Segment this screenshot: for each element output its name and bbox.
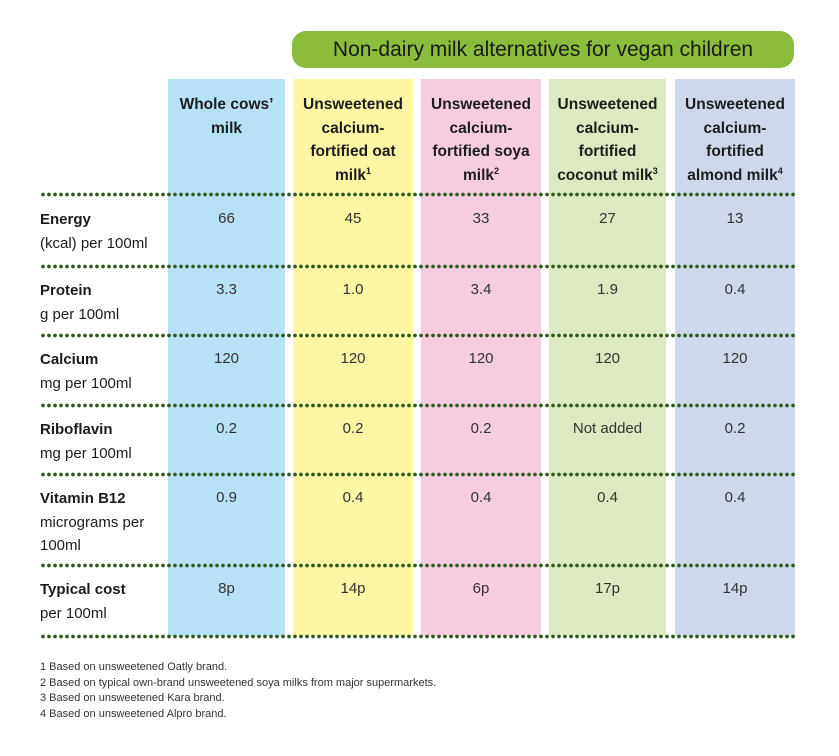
dotted-row-divider — [40, 333, 795, 338]
table-cell: 0.9 — [216, 489, 237, 506]
column-header-line: Whole cows’ — [179, 96, 274, 113]
column-background-oat — [293, 79, 413, 636]
column-header-coconut: Unsweetened calcium-fortified coconut milk… — [549, 93, 666, 187]
footnote-2: 2 Based on typical own-brand unsweetened… — [40, 676, 437, 689]
table-cell: 120 — [468, 350, 494, 367]
table-cell: 3.3 — [216, 281, 237, 298]
row-name: Calcium — [40, 351, 99, 368]
table-title-banner: Non-dairy milk alternatives for vegan ch… — [292, 31, 794, 68]
column-header-line: fortified — [706, 143, 764, 160]
table-cell: 27 — [599, 210, 616, 227]
dotted-row-divider — [40, 192, 795, 197]
row-label: Energy (kcal) per 100ml — [40, 208, 165, 255]
row-name: Riboflavin — [40, 421, 113, 438]
dotted-row-divider — [40, 563, 795, 568]
table-cell: 0.4 — [724, 281, 746, 298]
row-name: Energy — [40, 211, 91, 228]
table-cell: 0.2 — [724, 420, 746, 437]
row-label: Protein g per 100ml — [40, 279, 165, 326]
table-cell: 0.4 — [342, 489, 364, 506]
row-name: Protein — [40, 282, 92, 299]
row-name: Typical cost — [40, 581, 126, 598]
column-header-line: milk — [210, 119, 242, 137]
table-cell: 45 — [344, 210, 362, 227]
row-unit: (kcal) per 100ml — [40, 234, 148, 252]
column-header-line: calcium- — [321, 119, 385, 137]
table-cell: 1.0 — [342, 281, 364, 298]
column-header-cow: Whole cows’ milk — [168, 93, 285, 140]
footnote-marker: 2 — [494, 165, 500, 176]
column-header-soya: Unsweetened calcium-fortified soya milk2 — [421, 93, 541, 187]
table-cell: 14p — [340, 580, 366, 597]
footnote-1: 1 Based on unsweetened Oatly brand. — [40, 661, 228, 673]
footnote-4: 4 Based on unsweetened Alpro brand. — [40, 707, 227, 720]
column-header-line: milk2 — [462, 165, 500, 184]
column-header-line: calcium- — [576, 119, 639, 137]
dotted-row-divider — [40, 264, 795, 269]
column-background-soya — [421, 79, 541, 636]
column-header-line: fortified soya — [432, 143, 530, 160]
table-cell: 17p — [594, 580, 621, 597]
footnotes: 1 Based on unsweetened Oatly brand. 2 Ba… — [40, 660, 436, 722]
footnote-3: 3 Based on unsweetened Kara brand. — [40, 692, 225, 704]
table-cell: 0.4 — [724, 489, 746, 506]
table-cell: 1.9 — [597, 281, 618, 298]
row-unit: per 100ml — [40, 604, 107, 622]
table-cell: 3.4 — [470, 281, 492, 298]
table-cell: 120 — [594, 350, 621, 367]
column-header-line: fortified — [578, 143, 637, 160]
dotted-row-divider — [40, 634, 795, 639]
row-unit: g per 100ml — [40, 305, 120, 323]
column-background-almond — [675, 79, 795, 636]
table-cell: 120 — [213, 350, 240, 367]
table-cell: 0.4 — [470, 489, 492, 506]
row-label: Vitamin B12 micrograms per 100ml — [40, 487, 165, 558]
table-cell: 33 — [472, 210, 490, 227]
table-cell: Not added — [572, 420, 643, 437]
column-header-line: Unsweetened — [303, 96, 403, 113]
dotted-row-divider — [40, 472, 795, 477]
footnote-marker: 1 — [366, 165, 372, 176]
row-unit: mg per 100ml — [40, 444, 132, 462]
row-name: Vitamin B12 — [40, 490, 126, 507]
column-header-oat: Unsweetened calcium-fortified oat milk1 — [293, 93, 413, 187]
column-background-coconut — [549, 79, 666, 636]
row-label: Riboflavin mg per 100ml — [40, 418, 165, 465]
column-header-line: milk1 — [334, 165, 372, 184]
row-label: Typical cost per 100ml — [40, 578, 165, 625]
column-header-line: Unsweetened — [557, 96, 658, 113]
row-label: Calcium mg per 100ml — [40, 348, 165, 395]
table-cell: 0.2 — [216, 420, 237, 437]
footnote-marker: 4 — [777, 165, 783, 176]
footnote-marker: 3 — [652, 165, 658, 176]
column-header-line: almond milk4 — [687, 165, 783, 184]
table-cell: 0.2 — [470, 420, 492, 437]
table-cell: 6p — [472, 580, 490, 597]
table-cell: 14p — [722, 580, 748, 597]
column-header-almond: Unsweetened calcium-fortified almond milk4 — [675, 93, 795, 187]
table-cell: 0.2 — [342, 420, 364, 437]
table-cell: 120 — [340, 350, 366, 367]
row-unit: mg per 100ml — [40, 374, 132, 392]
row-unit: micrograms per 100ml — [40, 513, 145, 555]
column-header-line: calcium- — [703, 119, 767, 137]
table-cell: 0.4 — [597, 489, 618, 506]
table-cell: 66 — [218, 210, 235, 227]
dotted-row-divider — [40, 403, 795, 408]
column-header-line: coconut milk3 — [557, 165, 658, 184]
table-cell: 120 — [722, 350, 748, 367]
column-header-line: fortified oat — [310, 143, 396, 160]
column-header-line: Unsweetened — [685, 96, 785, 113]
column-header-line: calcium- — [449, 119, 513, 137]
table-cell: 13 — [726, 210, 744, 227]
table-cell: 8p — [218, 580, 235, 597]
column-header-line: Unsweetened — [431, 96, 531, 113]
column-background-cow — [168, 79, 285, 636]
